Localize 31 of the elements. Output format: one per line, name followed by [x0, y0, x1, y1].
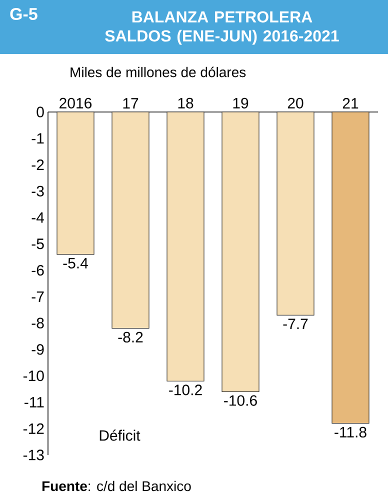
- y-tick-label: -13: [23, 450, 44, 460]
- y-axis-title: Miles de millones de dólares: [70, 66, 246, 78]
- y-tick-label: -7: [32, 292, 44, 302]
- data-label: -8.2: [118, 332, 143, 342]
- x-tick-label: 18: [178, 98, 194, 108]
- data-label: -10.6: [224, 395, 257, 406]
- data-label: -5.4: [63, 258, 88, 268]
- chart-title: BALANZA PETROLERA SALDOS (ENE-JUN) 2016-2021: [105, 11, 339, 45]
- x-tick-label: 17: [123, 98, 138, 108]
- data-label: -7.7: [283, 318, 308, 330]
- y-tick-label: -2: [32, 160, 44, 170]
- data-label: -11.8: [334, 426, 366, 438]
- x-tick-label: 21: [342, 98, 358, 108]
- y-tick-label: -8: [32, 318, 44, 328]
- y-tick-label: -9: [32, 344, 44, 355]
- y-tick-label: -12: [23, 423, 44, 434]
- y-tick-label: -6: [32, 264, 44, 276]
- x-tick-label: 20: [288, 98, 304, 108]
- y-tick-label: -5: [32, 238, 44, 250]
- x-tick-label: 2016: [60, 98, 92, 108]
- y-tick-label: 0: [36, 106, 44, 118]
- y-tick-label: -3: [32, 186, 44, 196]
- annotation: Déficit: [100, 430, 140, 441]
- data-label: -10.2: [169, 384, 202, 396]
- y-tick-label: -10: [23, 370, 44, 382]
- y-tick-label: -4: [32, 212, 44, 223]
- x-tick-label: 19: [233, 98, 248, 108]
- text: Fuente: c/d del Banxico: [42, 480, 191, 492]
- text: G-5: [10, 8, 38, 20]
- y-tick-label: -11: [24, 397, 44, 408]
- y-tick-label: -1: [32, 133, 44, 144]
